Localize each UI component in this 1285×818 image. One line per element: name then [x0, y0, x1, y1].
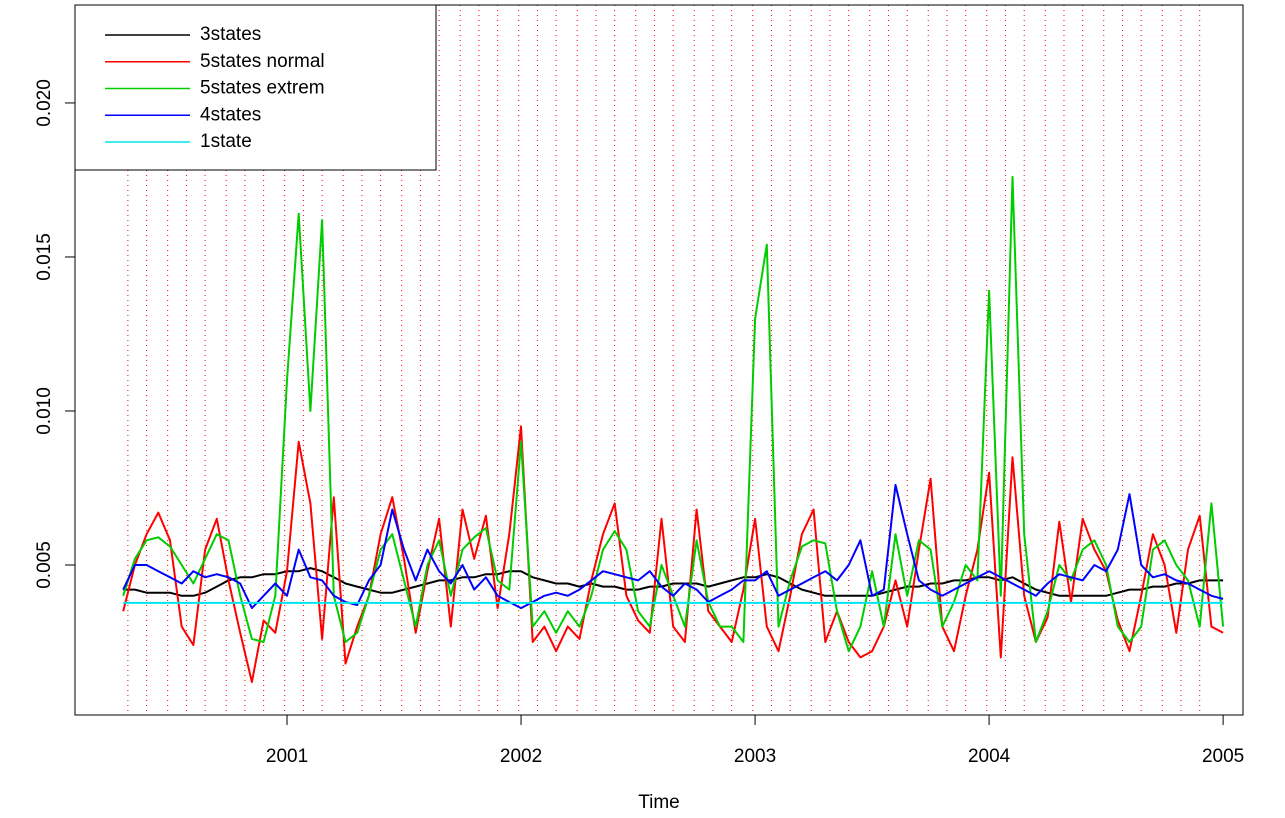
y-tick-label: 0.015	[34, 233, 55, 281]
legend-label: 5states extrem	[200, 78, 325, 99]
y-tick-label: 0.020	[34, 79, 55, 127]
y-tick-label: 0.005	[34, 541, 55, 589]
x-tick-label: 2003	[734, 746, 776, 767]
x-tick-label: 2005	[1202, 746, 1244, 767]
x-axis-label: Time	[638, 792, 680, 813]
x-tick-label: 2002	[500, 746, 542, 767]
x-tick-label: 2004	[968, 746, 1011, 767]
legend-label: 4states	[200, 104, 261, 125]
series-line	[122, 425, 1224, 683]
legend-label: 3states	[200, 24, 261, 45]
legend-label: 5states normal	[200, 51, 325, 72]
y-tick-label: 0.010	[34, 387, 55, 435]
x-tick-label: 2001	[266, 746, 308, 767]
series-line	[122, 483, 1224, 610]
legend-label: 1state	[200, 131, 252, 152]
